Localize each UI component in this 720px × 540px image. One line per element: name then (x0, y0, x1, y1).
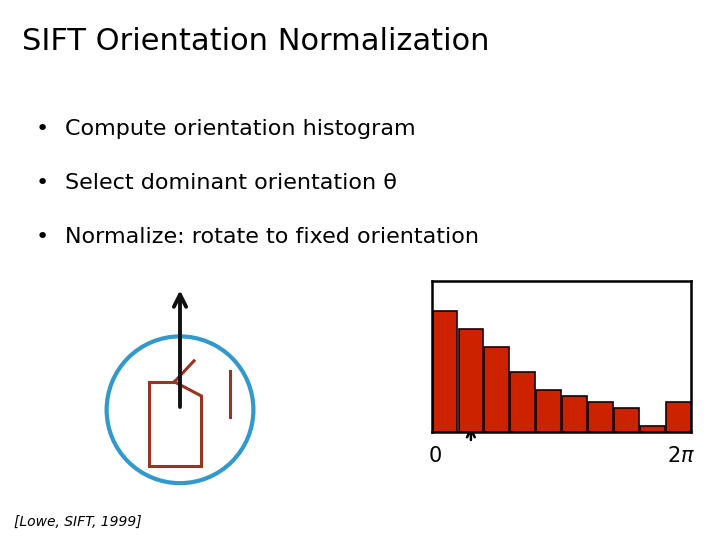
Bar (666, 402, 690, 432)
Text: [Lowe, SIFT, 1999]: [Lowe, SIFT, 1999] (14, 515, 142, 529)
Bar (485, 347, 509, 432)
Text: SIFT Orientation Normalization: SIFT Orientation Normalization (22, 27, 489, 56)
Text: 0: 0 (428, 446, 441, 465)
Bar (510, 372, 535, 432)
Bar (536, 390, 561, 432)
Bar (640, 426, 665, 432)
Bar (614, 408, 639, 432)
Text: $2\pi$: $2\pi$ (667, 446, 695, 465)
Text: •: • (36, 227, 49, 247)
Bar (433, 311, 457, 432)
Text: •: • (36, 173, 49, 193)
Bar (459, 329, 483, 432)
Bar (562, 396, 587, 432)
Text: Compute orientation histogram: Compute orientation histogram (65, 119, 415, 139)
Text: Normalize: rotate to fixed orientation: Normalize: rotate to fixed orientation (65, 227, 479, 247)
Bar (588, 402, 613, 432)
Text: •: • (36, 119, 49, 139)
Text: Select dominant orientation θ: Select dominant orientation θ (65, 173, 397, 193)
